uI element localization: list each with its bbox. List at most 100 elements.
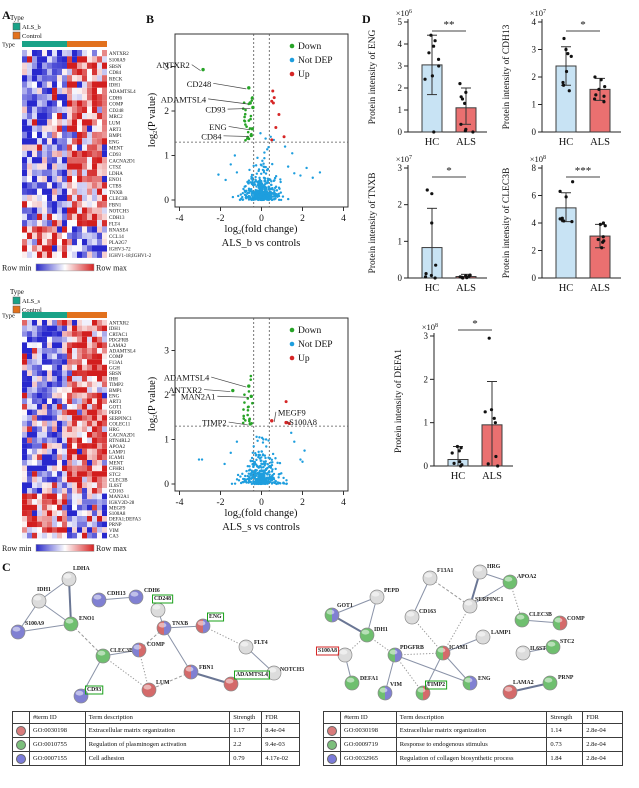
heatmap-cell (27, 504, 32, 511)
heatmap-cell (87, 138, 92, 145)
go-category-dot (327, 725, 337, 736)
y-axis-label: Protein intensity of CLEC3B (501, 168, 512, 279)
heatmap-cell (37, 448, 42, 455)
node-label: LAMA2 (513, 680, 534, 686)
heatmap-cell (27, 454, 32, 460)
heatmap-cell (77, 100, 82, 107)
heatmap-cell (47, 239, 52, 246)
heatmap-cell (22, 245, 27, 252)
gene-label: F13A1 (109, 361, 123, 366)
heatmap-cell (57, 409, 62, 416)
comparison-label: ALS_s vs controls (222, 522, 300, 533)
heatmap-cell (87, 176, 92, 183)
heatmap-cell (52, 353, 57, 360)
heatmap-cell (52, 226, 57, 233)
heatmap-cell (62, 188, 67, 195)
gene-label: ENG (109, 394, 120, 399)
network-edge (148, 671, 192, 691)
heatmap-cell (47, 392, 52, 399)
heatmap-cell (22, 150, 27, 158)
gene-label: ART3 (109, 400, 122, 405)
heatmap-cell (97, 163, 102, 170)
node-label: LAMP1 (491, 630, 511, 636)
heatmap-cell (102, 432, 107, 438)
heatmap-cell (42, 381, 47, 388)
heatmap-cell (22, 207, 27, 214)
heatmap-cell (42, 188, 47, 195)
heatmap-cell (62, 454, 67, 460)
legend-swatch (12, 22, 21, 31)
heatmap-cell (92, 100, 97, 107)
heatmap-cell (87, 488, 92, 494)
heatmap-cell (92, 94, 97, 101)
heatmap-cell (92, 144, 97, 151)
data-dot (459, 122, 463, 126)
heatmap-cell (62, 465, 67, 472)
heatmap-cell (27, 426, 32, 432)
heatmap-cell (82, 100, 87, 107)
heatmap-cell (92, 521, 97, 528)
heatmap-cell (67, 448, 72, 455)
legend-dot (289, 327, 295, 333)
heatmap-cell (42, 232, 47, 239)
data-dot (602, 100, 606, 104)
heatmap-cell (62, 62, 67, 69)
heatmap-cell (92, 239, 97, 246)
x-tick-label: -2 (217, 214, 225, 224)
heatmap-cell (47, 437, 52, 444)
network-edge (102, 655, 150, 691)
labeled-gene-point (249, 394, 253, 399)
heatmap-cell (97, 239, 102, 246)
heatmap-cell (47, 404, 52, 410)
heatmap-cell (47, 213, 52, 221)
heatmap-cell (72, 493, 77, 500)
heatmap-cell (47, 482, 52, 488)
y-axis-label: Protein intensity of ENG (367, 30, 378, 125)
heatmap-cell (77, 521, 82, 528)
heatmap-cell (72, 454, 77, 460)
heatmap-cell (37, 364, 42, 371)
legend-label: Control (22, 307, 42, 314)
heatmap-cell (32, 420, 37, 427)
heatmap-cell (62, 169, 67, 176)
gene-label: IHH (109, 378, 118, 383)
heatmap-cell (67, 381, 72, 388)
heatmap-cell (62, 176, 67, 183)
heatmap-cell (62, 432, 67, 438)
heatmap-cell (42, 163, 47, 170)
heatmap-cell (47, 207, 52, 214)
heatmap-cell (57, 387, 62, 393)
node-label: ENG (209, 614, 222, 620)
heatmap-cell (37, 113, 42, 120)
heatmap-cell (92, 226, 97, 233)
heatmap-cell (62, 331, 67, 337)
heatmap-cell (27, 62, 32, 69)
panel-label-c: C (2, 560, 11, 574)
heatmap-cell (52, 482, 57, 488)
heatmap-cell (27, 364, 32, 371)
heatmap-cell (37, 409, 42, 416)
heatmap-cell (87, 207, 92, 214)
heatmap-cell (62, 510, 67, 516)
heatmap-cell (72, 376, 77, 382)
heatmap-cell (47, 50, 52, 57)
heatmap-cell (87, 68, 92, 76)
gene-label: ANTXR2 (109, 52, 129, 57)
heatmap-cell (97, 68, 102, 76)
heatmap-cell (47, 415, 52, 421)
heatmap-cell (67, 415, 72, 421)
heatmap-cell (72, 194, 77, 202)
heatmap-cell (37, 131, 42, 139)
heatmap-cell (62, 476, 67, 483)
heatmap-cell (52, 443, 57, 449)
y-tick-label: 2 (398, 200, 403, 210)
heatmap-cell (87, 482, 92, 488)
heatmap-cell (102, 420, 107, 427)
heatmap-cell (102, 471, 107, 477)
data-dot (424, 272, 428, 276)
heatmap-cell (72, 437, 77, 444)
gene-label: ADAMTSL4 (109, 350, 136, 355)
heatmap-cell (57, 194, 62, 202)
significance-stars: * (472, 318, 478, 330)
heatmap-cell (92, 245, 97, 252)
